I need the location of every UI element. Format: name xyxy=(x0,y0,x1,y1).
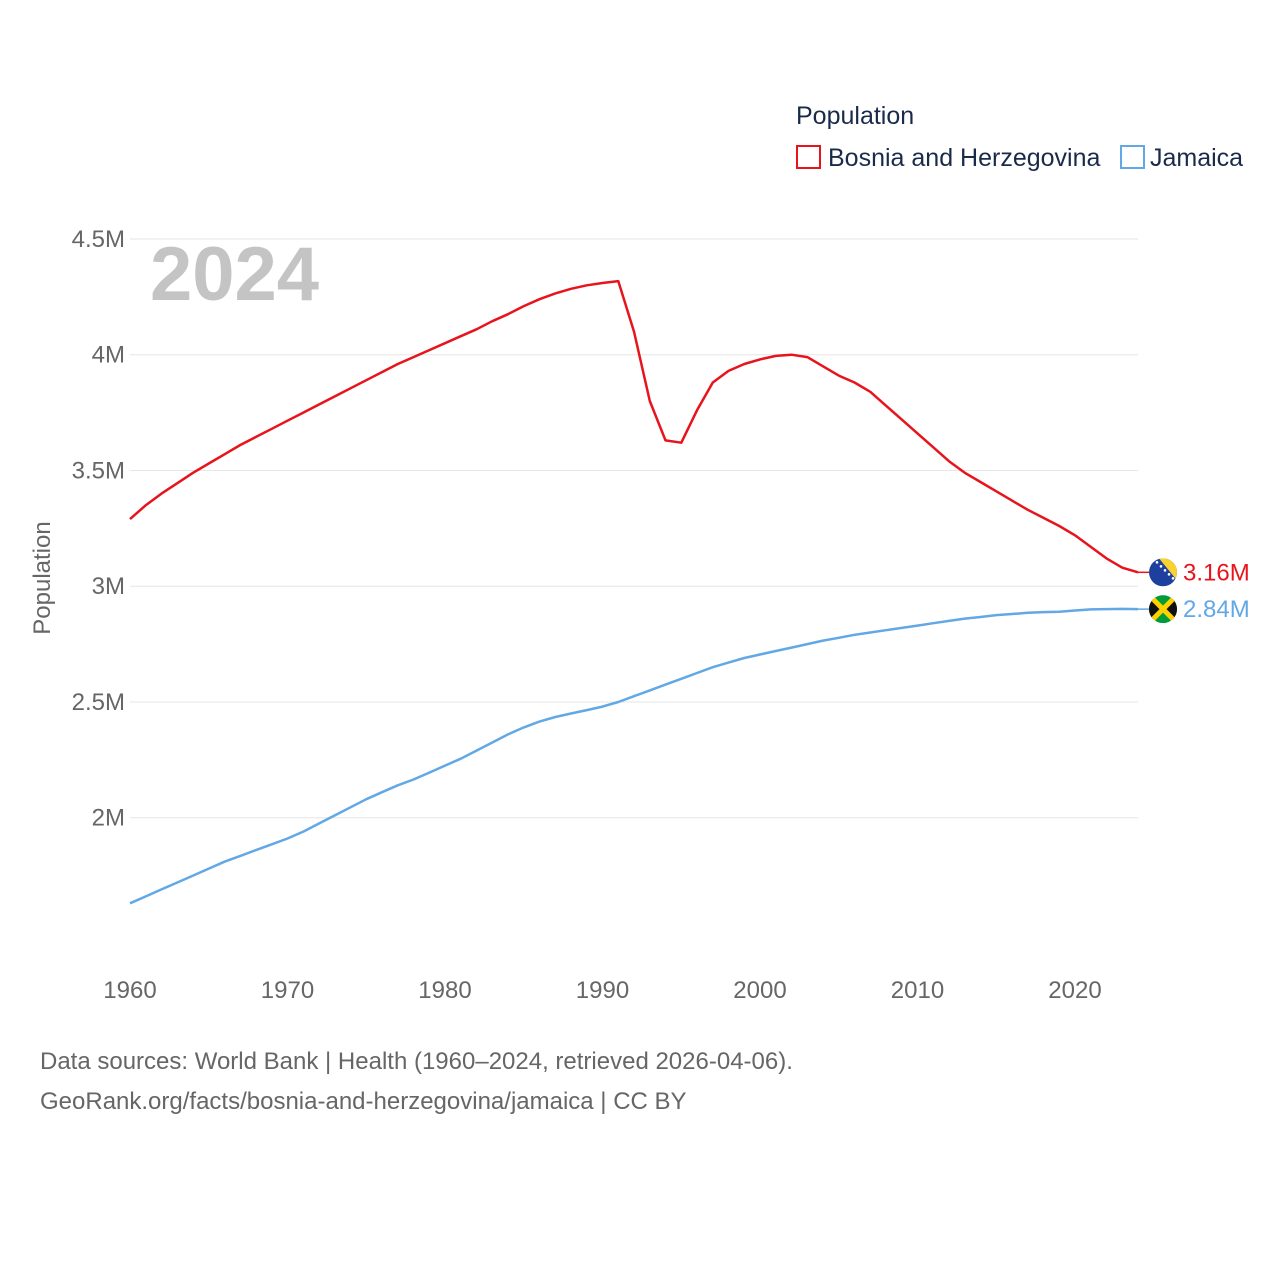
legend-label-jamaica[interactable]: Jamaica xyxy=(1150,144,1243,172)
legend-title: Population xyxy=(796,102,914,130)
year-label: 2024 xyxy=(150,232,319,317)
end-label-jamaica: 2.84M xyxy=(1183,596,1250,623)
y-tick-label: 4M xyxy=(92,342,125,369)
x-tick-label: 1970 xyxy=(261,977,314,1004)
x-axis: 1960 1970 1980 1990 2000 2010 2020 xyxy=(103,977,1101,1004)
y-tick-label: 2.5M xyxy=(72,689,125,716)
y-axis-title: Population xyxy=(29,521,56,634)
series-line-bosnia[interactable] xyxy=(129,279,1139,574)
jamaica-flag-icon xyxy=(1149,595,1177,624)
x-tick-label: 1990 xyxy=(576,977,629,1004)
x-tick-label: 1960 xyxy=(103,977,156,1004)
source-line-2[interactable]: GeoRank.org/facts/bosnia-and-herzegovina… xyxy=(40,1088,687,1115)
population-chart: 2M 2.5M 3M 3.5M 4M 4.5M 1960 1970 1980 1990 2000 2… xyxy=(29,102,1250,1004)
legend-swatch-jamaica[interactable] xyxy=(1120,145,1145,169)
series-line-jamaica[interactable] xyxy=(129,607,1139,905)
source-line-1: Data sources: World Bank | Health (1960–… xyxy=(40,1048,793,1075)
x-tick-label: 2010 xyxy=(891,977,944,1004)
x-tick-label: 2000 xyxy=(733,977,786,1004)
legend-swatch-bosnia[interactable] xyxy=(796,145,821,169)
y-tick-label: 2M xyxy=(92,805,125,832)
bosnia-flag-icon xyxy=(1149,558,1177,587)
grid xyxy=(130,238,1138,819)
y-axis: 2M 2.5M 3M 3.5M 4M 4.5M xyxy=(72,226,125,832)
y-tick-label: 3M xyxy=(92,573,125,600)
x-tick-label: 1980 xyxy=(418,977,471,1004)
series xyxy=(129,279,1149,905)
legend-label-bosnia[interactable]: Bosnia and Herzegovina xyxy=(828,144,1100,172)
source-note: Data sources: World Bank | Health (1960–… xyxy=(40,1042,793,1122)
x-tick-label: 2020 xyxy=(1048,977,1101,1004)
y-tick-label: 4.5M xyxy=(72,226,125,253)
y-tick-label: 3.5M xyxy=(72,457,125,484)
legend: Population Bosnia and Herzegovina Jamaic… xyxy=(796,102,1243,172)
end-label-bosnia: 3.16M xyxy=(1183,559,1250,586)
